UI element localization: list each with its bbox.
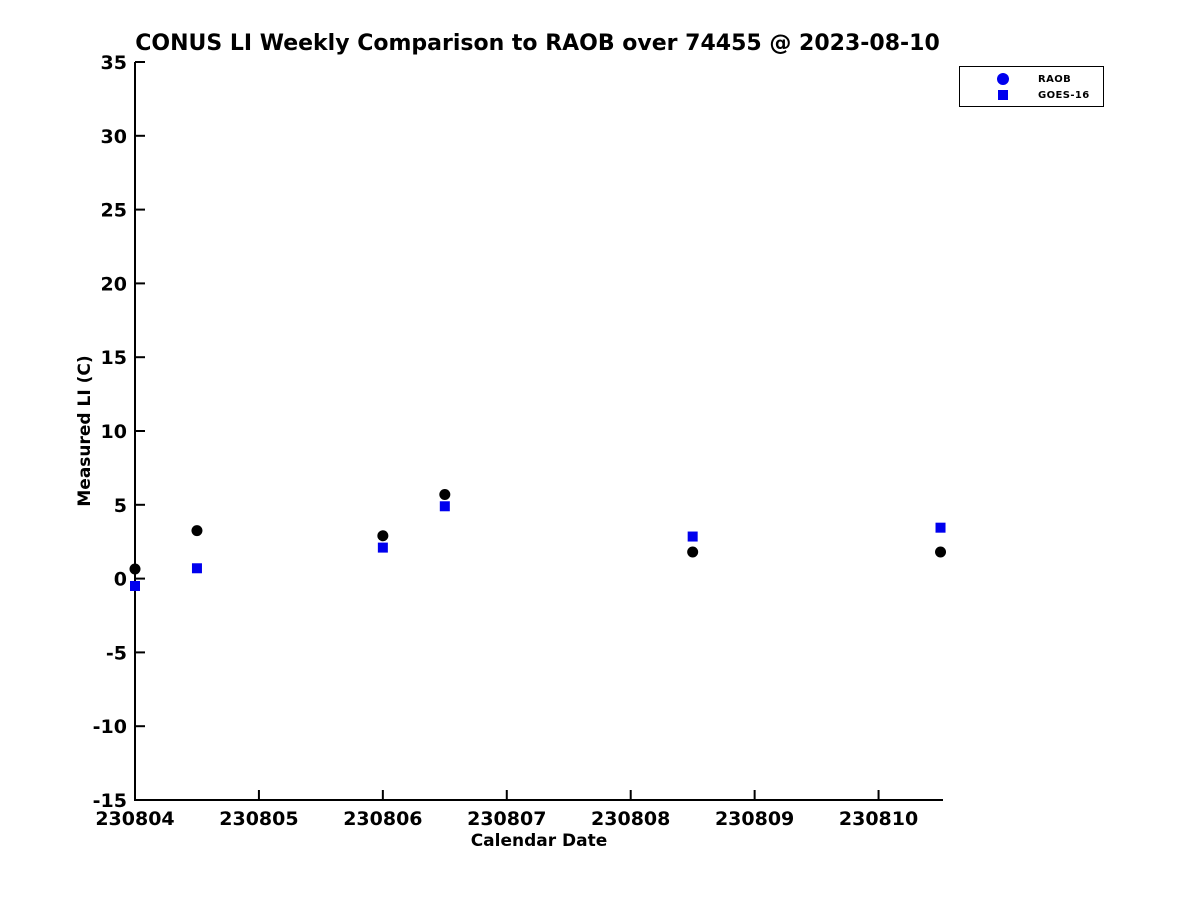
x-axis-label: Calendar Date <box>470 831 608 851</box>
raob-data-point <box>191 525 203 537</box>
y-tick-label: -5 <box>106 642 127 664</box>
raob-legend-marker-icon <box>996 73 1009 86</box>
y-tick-label: 35 <box>101 52 127 74</box>
square-marker-icon <box>997 90 1008 100</box>
raob-data-point <box>129 563 141 575</box>
y-tick-label: 10 <box>101 421 127 443</box>
goes16-legend-marker-icon <box>996 89 1009 102</box>
y-axis-label: Measured LI (C) <box>75 355 95 507</box>
raob-data-point <box>687 546 699 558</box>
raob-data-point <box>935 546 947 558</box>
x-tick-label: 230806 <box>343 808 422 830</box>
legend: RAOB GOES-16 <box>959 66 1104 107</box>
x-tick-label: 230808 <box>591 808 670 830</box>
goes16-data-point <box>377 542 388 553</box>
legend-label-raob: RAOB <box>1038 73 1072 85</box>
x-tick-label: 230810 <box>839 808 918 830</box>
y-tick-label: 5 <box>114 495 127 517</box>
goes16-data-point <box>130 580 140 591</box>
x-tick-label: 230805 <box>219 808 298 830</box>
raob-data-point <box>439 488 451 500</box>
x-tick-label: 230807 <box>467 808 546 830</box>
raob-data-point <box>377 530 389 542</box>
y-tick-label: 25 <box>101 200 127 222</box>
x-tick-label: 230804 <box>95 808 174 830</box>
goes16-data-point <box>687 531 698 542</box>
legend-item-raob: RAOB <box>996 72 1071 86</box>
legend-label-goes16: GOES-16 <box>1038 89 1090 101</box>
circle-marker-icon <box>996 73 1009 85</box>
y-tick-label: 15 <box>101 347 127 369</box>
y-tick-label: 30 <box>101 126 127 148</box>
goes16-data-point <box>935 522 946 533</box>
y-tick-label: 0 <box>114 569 127 591</box>
chart-title: CONUS LI Weekly Comparison to RAOB over … <box>135 31 940 56</box>
legend-item-goes16: GOES-16 <box>996 88 1090 102</box>
y-tick-label: -10 <box>93 716 127 738</box>
y-tick-label: 20 <box>101 273 127 295</box>
goes16-data-point <box>439 501 450 512</box>
x-tick-label: 230809 <box>715 808 794 830</box>
y-tick-label: -15 <box>93 790 127 812</box>
goes16-data-point <box>191 563 202 574</box>
